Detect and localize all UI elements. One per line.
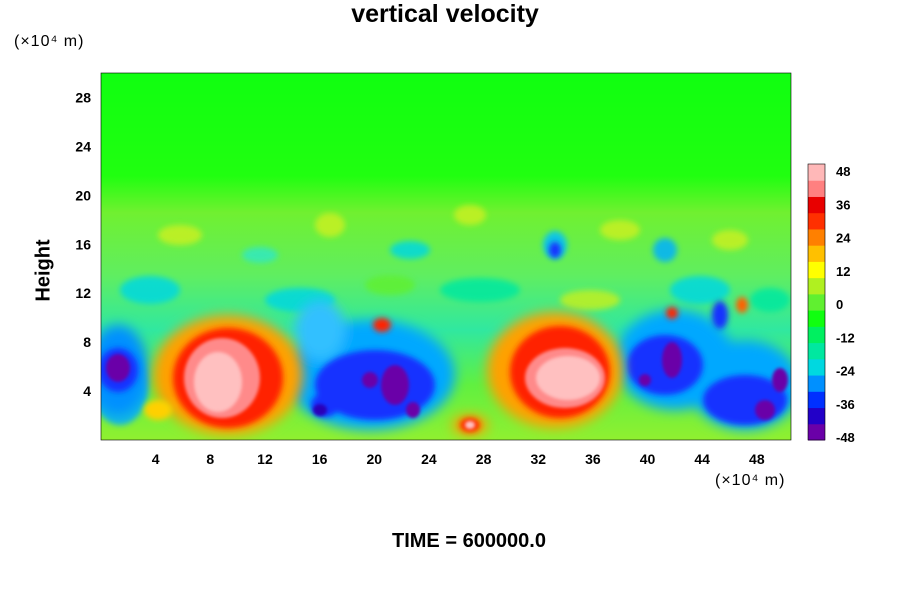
colorbar-segment-2	[808, 391, 825, 409]
colorbar-segment-8	[808, 293, 825, 311]
x-tick-label-10: 44	[694, 451, 710, 467]
colorbar-segment-4	[808, 358, 825, 376]
colorbar-segment-0	[808, 423, 825, 441]
colorbar-label-3: 12	[836, 264, 850, 279]
colorbar-label-8: -48	[836, 430, 855, 445]
chart-title: vertical velocity	[351, 0, 539, 28]
x-axis-unit: (×10⁴ m)	[715, 472, 786, 489]
colorbar-label-7: -36	[836, 397, 855, 412]
plot-frame	[100, 72, 792, 441]
colorbar-segment-6	[808, 326, 825, 344]
x-tick-label-6: 28	[476, 451, 492, 467]
colorbar-segment-16	[808, 164, 825, 181]
colorbar-label-6: -24	[836, 364, 856, 379]
y-tick-label-0: 4	[83, 383, 91, 399]
colorbar-segment-14	[808, 196, 825, 214]
colorbar-segment-13	[808, 212, 825, 230]
colorbar-segment-3	[808, 375, 825, 392]
colorbar: 48 36 24 12 0 -12 -24 -36 -48	[807, 163, 856, 445]
colorbar-segment-9	[808, 277, 825, 295]
colorbar-label-5: -12	[836, 330, 855, 345]
colorbar-segment-10	[808, 261, 825, 279]
x-tick-label-7: 32	[530, 451, 546, 467]
colorbar-segment-7	[808, 310, 825, 327]
x-tick-label-8: 36	[585, 451, 601, 467]
x-tick-label-11: 48	[749, 451, 765, 467]
colorbar-segment-1	[808, 407, 825, 425]
y-tick-label-5: 24	[75, 138, 91, 154]
y-tick-label-4: 20	[75, 187, 91, 203]
x-tick-label-5: 24	[421, 451, 437, 467]
colorbar-label-4: 0	[836, 297, 843, 312]
colorbar-segment-11	[808, 245, 825, 262]
x-tick-label-3: 16	[312, 451, 328, 467]
x-tick-label-2: 12	[257, 451, 273, 467]
y-tick-label-1: 8	[83, 334, 91, 350]
y-axis-unit: (×10⁴ m)	[14, 33, 85, 50]
x-tick-label-9: 40	[640, 451, 656, 467]
colorbar-segment-12	[808, 228, 825, 246]
colorbar-label-2: 24	[836, 231, 851, 246]
colorbar-frame	[807, 163, 826, 441]
x-tick-label-4: 20	[366, 451, 382, 467]
colorbar-label-0: 48	[836, 164, 850, 179]
x-tick-label-0: 4	[152, 451, 160, 467]
x-tick-label-1: 8	[206, 451, 214, 467]
colorbar-label-1: 36	[836, 197, 850, 212]
colorbar-segment-5	[808, 342, 825, 360]
y-tick-label-6: 28	[75, 89, 91, 105]
time-label: TIME = 600000.0	[392, 530, 546, 552]
colorbar-segment-15	[808, 180, 825, 197]
y-tick-label-2: 12	[75, 285, 91, 301]
x-axis: 4 8 12 16 20 24 28 32 36 40 44 48	[152, 451, 765, 467]
y-axis: 4 8 12 16 20 24 28	[75, 89, 91, 399]
y-tick-label-3: 16	[75, 236, 91, 252]
